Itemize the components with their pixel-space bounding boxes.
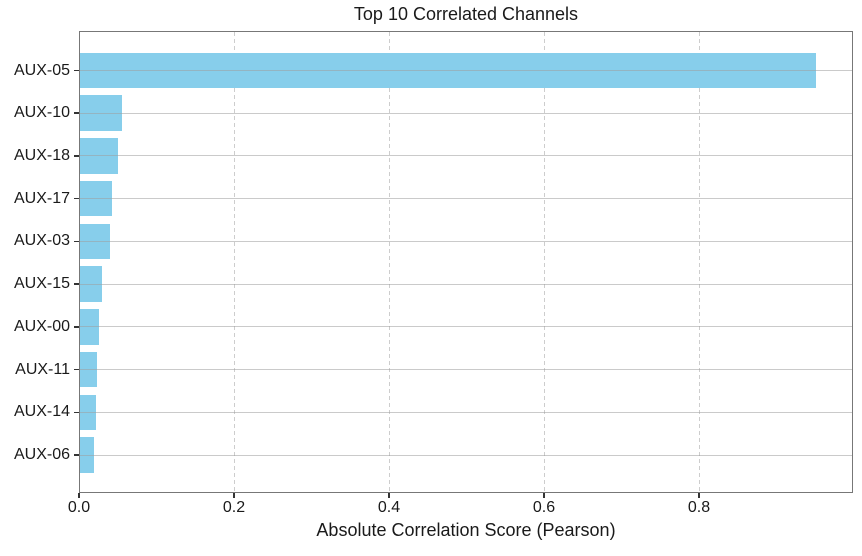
y-tick-mark bbox=[74, 454, 79, 456]
y-tick-mark bbox=[74, 368, 79, 371]
x-tick-label: 0.4 bbox=[377, 499, 401, 516]
y-tick-mark bbox=[74, 155, 79, 157]
x-gridline bbox=[234, 32, 235, 492]
y-tick-mark bbox=[74, 326, 79, 328]
y-tick-label: AUX-05 bbox=[13, 61, 70, 79]
x-tick-label: 0.8 bbox=[687, 499, 711, 516]
y-tick-mark bbox=[74, 197, 79, 200]
y-tick-mark bbox=[74, 411, 79, 414]
y-gridline bbox=[80, 411, 852, 413]
x-tick-label: 0.6 bbox=[532, 499, 556, 516]
y-tick-label: AUX-10 bbox=[13, 104, 70, 122]
y-gridline bbox=[80, 240, 852, 242]
y-gridline bbox=[80, 369, 852, 371]
y-gridline bbox=[80, 283, 852, 285]
y-tick-label: AUX-00 bbox=[13, 317, 70, 335]
y-tick-mark bbox=[74, 283, 79, 285]
y-tick-label: AUX-14 bbox=[13, 403, 70, 421]
y-gridline bbox=[80, 326, 852, 328]
x-tick-mark bbox=[543, 493, 545, 498]
y-gridline bbox=[80, 112, 852, 114]
y-gridline bbox=[80, 155, 852, 157]
x-tick-mark bbox=[698, 493, 700, 498]
y-tick-mark bbox=[74, 112, 79, 114]
y-tick-label: AUX-11 bbox=[15, 360, 70, 378]
chart-title: Top 10 Correlated Channels bbox=[353, 4, 579, 24]
plot-area bbox=[79, 31, 853, 493]
y-tick-label: AUX-18 bbox=[13, 146, 70, 164]
x-axis-label: Absolute Correlation Score (Pearson) bbox=[316, 520, 616, 540]
x-gridline bbox=[389, 32, 390, 492]
x-tick-mark bbox=[233, 493, 235, 498]
x-gridline bbox=[699, 32, 700, 492]
x-tick-mark bbox=[78, 493, 80, 498]
y-gridline bbox=[80, 454, 852, 456]
y-tick-label: AUX-06 bbox=[13, 446, 70, 464]
x-gridline bbox=[544, 32, 545, 492]
x-tick-label: 0.2 bbox=[222, 499, 246, 516]
x-tick-mark bbox=[388, 493, 390, 498]
y-tick-label: AUX-17 bbox=[13, 189, 70, 207]
y-tick-mark bbox=[74, 69, 79, 72]
y-gridline bbox=[80, 198, 852, 200]
x-tick-label: 0.0 bbox=[67, 499, 91, 516]
y-tick-mark bbox=[74, 240, 79, 243]
y-gridline bbox=[80, 70, 852, 71]
y-tick-label: AUX-03 bbox=[13, 232, 70, 250]
y-tick-label: AUX-15 bbox=[13, 275, 70, 293]
